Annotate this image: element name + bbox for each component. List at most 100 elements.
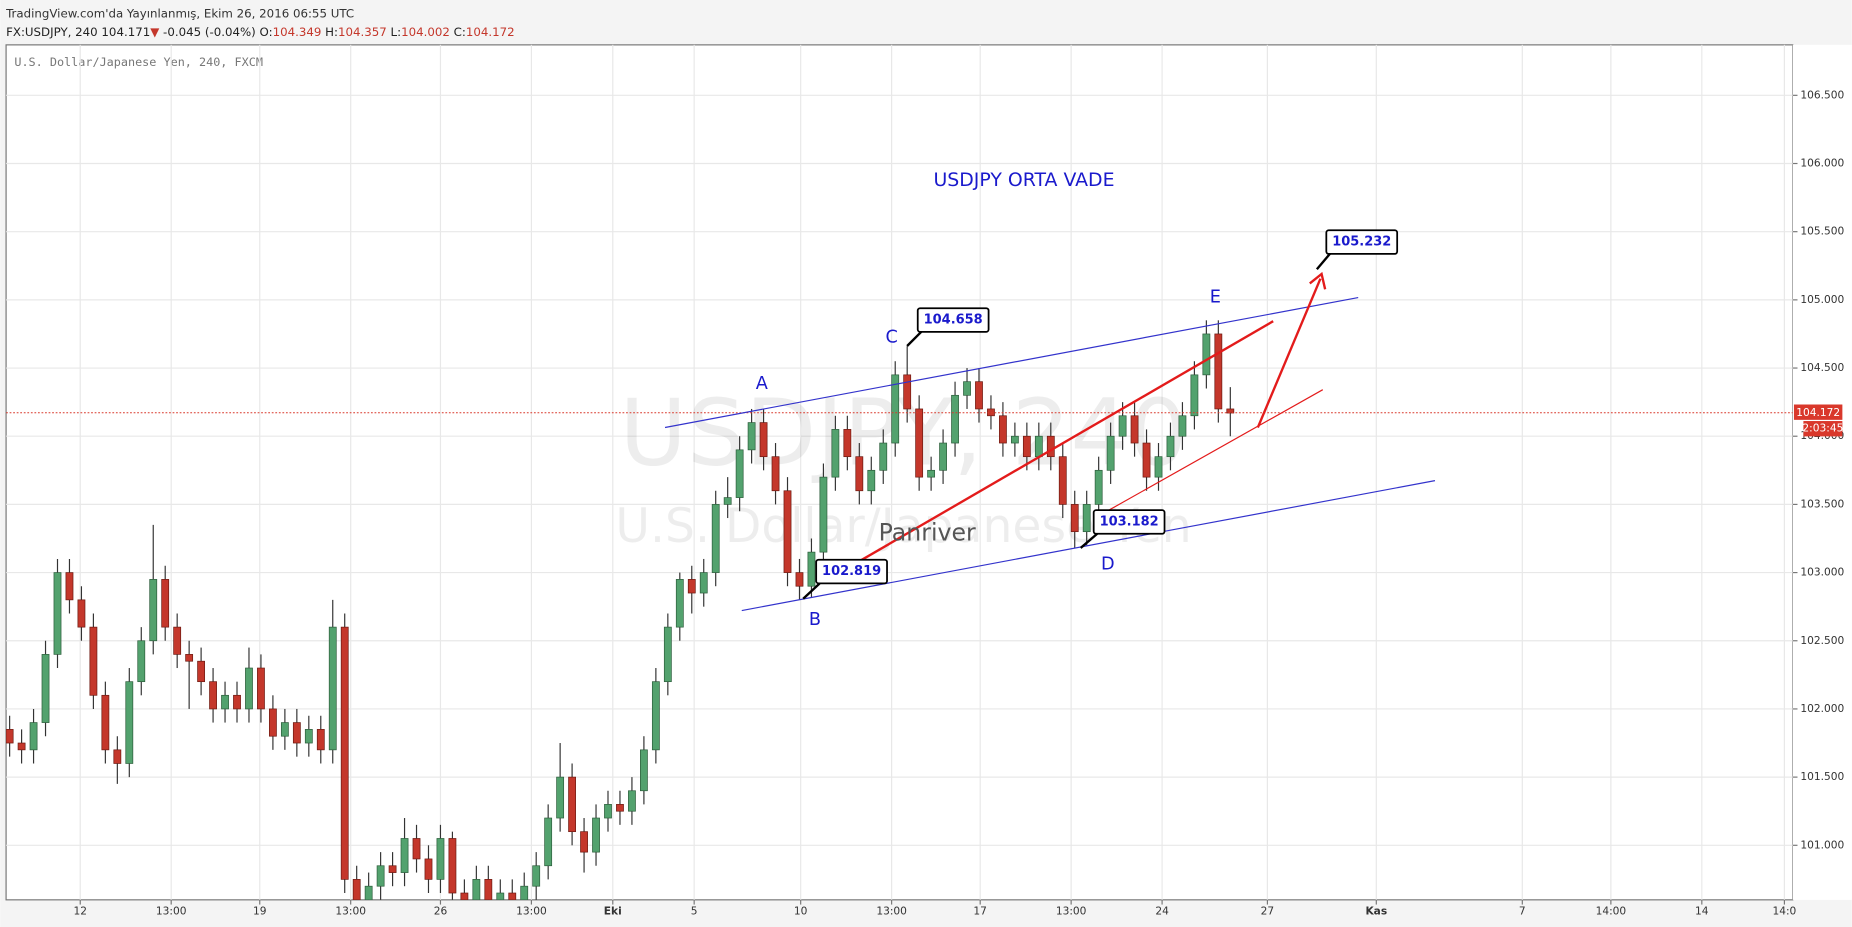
candle-body — [879, 442, 888, 471]
callout-pointer — [1079, 532, 1098, 549]
chart-legend: U.S. Dollar/Japanese Yen, 240, FXCM — [14, 55, 263, 69]
candle-body — [185, 654, 194, 662]
candle-body — [65, 572, 74, 601]
y-tick-label: 102.000 — [1800, 702, 1844, 715]
y-tick-label: 105.000 — [1800, 293, 1844, 306]
candle-body — [17, 742, 26, 751]
last-price: 104.171 — [101, 24, 150, 38]
candle-body — [1022, 435, 1031, 458]
candle-body — [173, 626, 182, 655]
candle-body — [101, 694, 110, 751]
candle-body — [29, 722, 38, 751]
price-label: 104.172 — [1796, 406, 1840, 419]
x-tick-label: 27 — [1261, 905, 1275, 918]
candle-body — [735, 449, 744, 498]
candle-body — [484, 879, 493, 900]
candle-body — [556, 776, 565, 819]
candle-body — [508, 892, 517, 900]
candle-body — [1154, 456, 1163, 478]
annotation-title: USDJPY ORTA VADE — [933, 169, 1114, 191]
candle-body — [663, 626, 672, 683]
candle-body — [412, 838, 421, 860]
callout-box — [815, 558, 888, 585]
candle-body — [843, 429, 852, 458]
candle-body — [6, 729, 14, 744]
candle-body — [915, 408, 924, 478]
x-tick-label: 13:00 — [156, 905, 187, 918]
candle-body — [316, 729, 325, 751]
symbol: FX:USDJPY, 240 — [6, 24, 98, 38]
x-tick-label: 19 — [253, 905, 267, 918]
candle-body — [364, 885, 373, 900]
ohlc-value: 104.002 — [401, 24, 450, 38]
trend-line — [664, 297, 1359, 429]
x-tick-label: 13:00 — [516, 905, 547, 918]
candle-body — [1202, 333, 1211, 376]
candle-body — [532, 865, 541, 887]
y-tick-label: 101.500 — [1800, 770, 1844, 783]
candle-body — [400, 838, 409, 873]
candle-body — [1034, 435, 1043, 458]
x-tick-label: 7 — [1519, 905, 1526, 918]
candle-body — [376, 865, 385, 887]
candle-body — [77, 599, 86, 628]
countdown-box — [1803, 421, 1843, 437]
x-tick-label: 26 — [434, 905, 448, 918]
candle-body — [723, 497, 732, 505]
callout-value: 103.182 — [1100, 514, 1159, 529]
ohlc-label: O: — [260, 24, 273, 38]
change-pct: (-0.04%) — [205, 24, 256, 38]
candle-body — [759, 422, 768, 458]
candle-body — [855, 456, 864, 492]
price-axis — [1792, 44, 1852, 900]
candle-body — [675, 579, 684, 628]
candle-body — [616, 804, 624, 812]
x-tick-label: 12 — [73, 905, 87, 918]
candle-body — [771, 456, 780, 492]
x-tick-label: 17 — [973, 905, 987, 918]
candle-body — [1046, 435, 1055, 458]
candle-body — [269, 708, 277, 737]
candle-body — [1010, 435, 1019, 444]
candle-body — [424, 858, 433, 880]
plot-area — [5, 44, 1794, 901]
wave-label: A — [756, 374, 768, 394]
candle-body — [520, 885, 529, 900]
candle-body — [903, 374, 912, 410]
published: TradingView.com'da Yayınlanmış, Ekim 26,… — [5, 7, 354, 21]
candle-body — [1058, 456, 1067, 505]
arrow-head — [1309, 271, 1327, 290]
candle-body — [340, 626, 349, 880]
candle-body — [783, 490, 792, 573]
axes: 101.000 101.500 102.000 102.500 103.000 103.5… — [73, 88, 1844, 917]
candle-body — [89, 626, 98, 696]
wave-label: B — [809, 610, 821, 630]
candle-body — [1106, 435, 1115, 471]
candle-body — [807, 551, 816, 587]
candle-body — [1130, 415, 1139, 444]
candle-body — [867, 469, 876, 492]
wave-label: C — [886, 328, 898, 348]
candle-body — [711, 504, 720, 573]
candle-body — [460, 892, 469, 900]
candle-body — [831, 429, 840, 478]
candle-body — [1214, 333, 1223, 410]
candle-body — [53, 572, 62, 655]
countdown: 2:03:45 — [1802, 422, 1843, 435]
candle-body — [1094, 469, 1103, 505]
candle-body — [149, 579, 158, 642]
candle-body — [41, 654, 50, 723]
candles — [6, 320, 1793, 900]
candle-body — [747, 422, 756, 451]
candle-body — [1142, 442, 1151, 478]
trend-line — [859, 320, 1274, 562]
candle-body — [257, 667, 265, 710]
ohlc-value: 104.349 — [273, 24, 322, 38]
candle-body — [1226, 408, 1235, 414]
wave-label: E — [1210, 288, 1221, 308]
y-tick-label: 103.500 — [1800, 497, 1844, 510]
callout-value: 104.658 — [924, 313, 983, 328]
candle-body — [1070, 504, 1079, 533]
candle-body — [604, 804, 612, 819]
